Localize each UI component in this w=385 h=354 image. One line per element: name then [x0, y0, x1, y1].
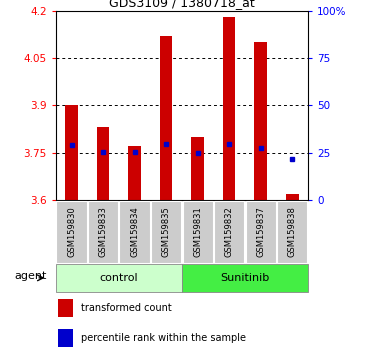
- FancyBboxPatch shape: [57, 201, 87, 263]
- Bar: [191, 137, 204, 200]
- FancyBboxPatch shape: [88, 201, 118, 263]
- Text: GSM159838: GSM159838: [288, 206, 297, 257]
- Text: GSM159831: GSM159831: [193, 206, 202, 257]
- Text: GSM159834: GSM159834: [130, 206, 139, 257]
- Text: percentile rank within the sample: percentile rank within the sample: [81, 333, 246, 343]
- FancyBboxPatch shape: [246, 201, 276, 263]
- Bar: [65, 105, 78, 200]
- FancyBboxPatch shape: [182, 201, 213, 263]
- Text: Sunitinib: Sunitinib: [220, 273, 270, 283]
- Text: GSM159830: GSM159830: [67, 206, 76, 257]
- Bar: [254, 42, 267, 200]
- Title: GDS3109 / 1380718_at: GDS3109 / 1380718_at: [109, 0, 255, 10]
- Text: control: control: [100, 273, 138, 283]
- Bar: [128, 146, 141, 200]
- FancyBboxPatch shape: [119, 201, 150, 263]
- FancyBboxPatch shape: [277, 201, 307, 263]
- FancyBboxPatch shape: [182, 264, 308, 292]
- Text: transformed count: transformed count: [81, 303, 172, 313]
- FancyBboxPatch shape: [56, 264, 182, 292]
- Text: GSM159833: GSM159833: [99, 206, 108, 257]
- FancyBboxPatch shape: [151, 201, 181, 263]
- Text: GSM159835: GSM159835: [162, 206, 171, 257]
- Text: GSM159837: GSM159837: [256, 206, 265, 257]
- Bar: [59, 299, 74, 317]
- Bar: [286, 194, 298, 200]
- Text: agent: agent: [14, 272, 46, 281]
- FancyBboxPatch shape: [214, 201, 244, 263]
- Bar: [97, 127, 109, 200]
- Text: GSM159832: GSM159832: [225, 206, 234, 257]
- Bar: [160, 36, 172, 200]
- Bar: [223, 17, 236, 200]
- Bar: [59, 329, 74, 347]
